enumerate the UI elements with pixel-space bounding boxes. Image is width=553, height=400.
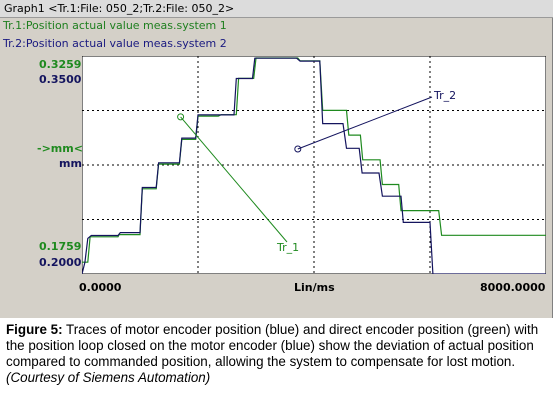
x-min-tick: 0.0000 [79, 281, 122, 294]
trace2-legend: Tr.2:Position actual value meas.system 2 [3, 37, 227, 50]
y-top-green-tick: 0.3259 [39, 58, 82, 71]
plot-area[interactable]: Tr_1 Tr_2 [82, 56, 546, 274]
title-bar[interactable]: Graph1 <Tr.1:File: 050_2;Tr.2:File: 050_… [0, 0, 553, 18]
annotation-label-tr-1: Tr_1 [276, 241, 299, 254]
annotation-marker-tr-2 [294, 145, 302, 153]
figure-caption: Figure 5: Traces of motor encoder positi… [6, 322, 546, 386]
trace1-legend: Tr.1:Position actual value meas.system 1 [3, 19, 227, 32]
y-bottom-blue-tick: 0.2000 [39, 256, 82, 269]
annotation-leader-tr-1 [180, 116, 288, 243]
y-unit-blue: mm [59, 157, 82, 170]
caption-text: Traces of motor encoder position (blue) … [6, 322, 539, 369]
y-bottom-green-tick: 0.1759 [39, 240, 82, 253]
caption-credit: (Courtesy of Siemens Automation) [6, 370, 211, 385]
x-max-tick: 8000.0000 [480, 281, 546, 294]
series-line-tr-2 [82, 57, 546, 274]
annotation-marker-tr-1 [177, 113, 185, 121]
x-axis-label: Lin/ms [294, 281, 335, 294]
graph-window: Graph1 <Tr.1:File: 050_2;Tr.2:File: 050_… [0, 0, 553, 318]
y-unit-green: ->mm<- [37, 142, 88, 155]
annotation-leader-tr-2 [297, 96, 433, 150]
y-top-blue-tick: 0.3500 [39, 73, 82, 86]
caption-figure-label: Figure 5: [6, 322, 63, 337]
annotation-label-tr-2: Tr_2 [433, 89, 456, 102]
window-title: Graph1 <Tr.1:File: 050_2;Tr.2:File: 050_… [4, 2, 235, 15]
